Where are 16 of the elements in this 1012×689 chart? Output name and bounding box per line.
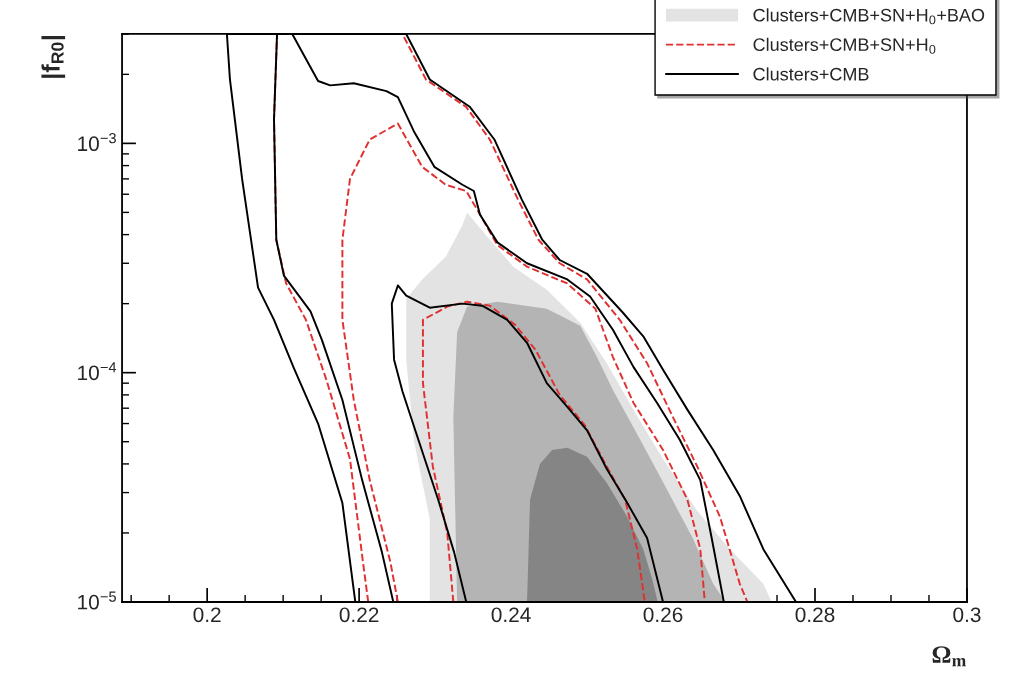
line-series	[341, 122, 706, 602]
x-tick-label: 0.26	[643, 607, 683, 623]
legend-label: Clusters+CMB+SN+H$_{0}$+BAO	[753, 8, 985, 25]
x-tick-label: 0.28	[795, 607, 835, 623]
x-tick-label: 0.24	[491, 607, 531, 623]
legend-label: Clusters+CMB	[753, 67, 869, 81]
y-tick-label: 10$^{−4}$	[78, 362, 117, 381]
y-tick-label: 10$^{−3}$	[78, 133, 116, 152]
x-tick-label: 0.3	[953, 607, 981, 623]
y-axis-title: |f$_{R0}$|	[41, 36, 66, 78]
x-tick-label: 0.22	[339, 607, 379, 623]
legend-label: Clusters+CMB+SN+H$_{0}$	[753, 37, 936, 54]
x-axis-title: Ω$_{m}$	[932, 646, 966, 667]
x-tick-label: 0.2	[193, 607, 221, 623]
y-tick-label: 10$^{−5}$	[78, 591, 116, 610]
line-series	[421, 300, 646, 602]
